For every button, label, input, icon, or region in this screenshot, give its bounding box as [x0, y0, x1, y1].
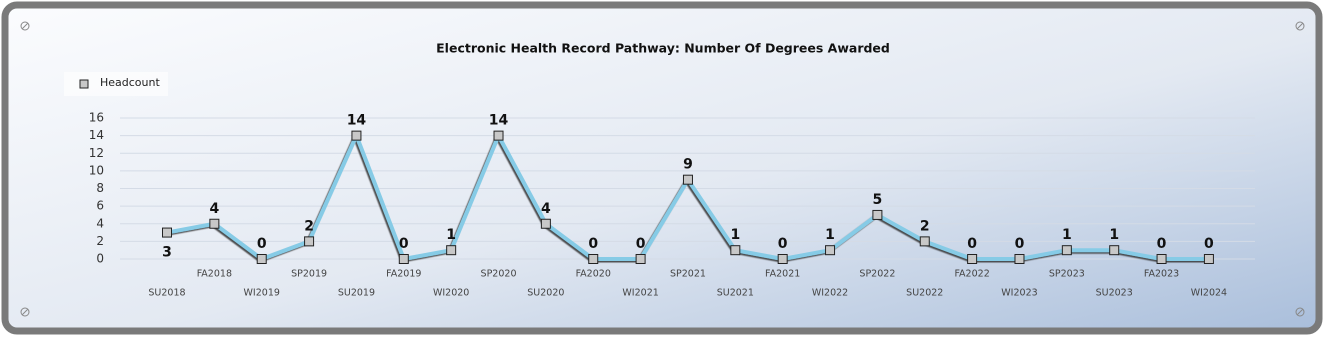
data-point [825, 245, 836, 256]
x-tick-label: WI2021 [622, 288, 658, 299]
x-tick-label: FA2018 [197, 269, 232, 280]
chart-title: Electronic Health Record Pathway: Number… [436, 41, 890, 56]
data-point [588, 254, 599, 264]
data-label: 9 [683, 157, 693, 173]
x-tick-label: SP2020 [481, 269, 517, 280]
data-point [1014, 254, 1025, 264]
x-tick-label: FA2021 [765, 269, 800, 280]
data-label: 2 [920, 218, 930, 234]
x-tick-label: SU2021 [717, 288, 754, 299]
data-point [1061, 245, 1072, 256]
data-label: 14 [347, 113, 367, 129]
legend-label: Headcount [100, 76, 160, 89]
y-tick-label: 16 [89, 111, 104, 125]
data-label: 1 [730, 227, 740, 243]
data-label: 1 [1109, 227, 1119, 243]
data-label: 0 [967, 236, 977, 252]
data-point [682, 174, 693, 185]
x-tick-label: SU2018 [148, 288, 185, 299]
data-point [777, 254, 788, 264]
y-tick-label: 0 [96, 252, 104, 266]
x-tick-label: SU2019 [338, 288, 375, 299]
data-label: 1 [1062, 227, 1072, 243]
data-label: 0 [1015, 236, 1025, 252]
data-point [1156, 254, 1167, 264]
data-label: 0 [636, 236, 646, 252]
data-label: 14 [489, 113, 509, 129]
x-tick-label: WI2024 [1191, 288, 1227, 299]
x-tick-label: WI2023 [1001, 288, 1037, 299]
data-label: 0 [257, 236, 267, 252]
data-point [872, 209, 883, 220]
x-tick-label: SP2023 [1049, 269, 1085, 280]
x-tick-label: FA2023 [1144, 269, 1179, 280]
y-tick-label: 2 [96, 234, 104, 248]
data-point [919, 236, 930, 247]
data-label: 5 [873, 192, 883, 208]
x-tick-label: WI2019 [244, 288, 280, 299]
data-point [635, 254, 646, 264]
x-tick-label: SP2022 [859, 269, 895, 280]
x-tick-label: SP2021 [670, 269, 706, 280]
data-point [446, 245, 457, 256]
data-point [162, 227, 172, 238]
legend-marker [79, 79, 89, 89]
data-point [304, 236, 315, 247]
data-label: 1 [446, 227, 456, 243]
data-label: 0 [778, 236, 788, 252]
data-label: 1 [825, 227, 835, 243]
y-tick-label: 8 [96, 181, 104, 195]
data-point [540, 218, 551, 229]
x-tick-label: FA2022 [954, 269, 989, 280]
y-tick-label: 6 [96, 199, 104, 213]
data-label: 2 [304, 218, 314, 234]
x-tick-label: SU2020 [527, 288, 564, 299]
y-tick-label: 10 [89, 163, 104, 177]
data-label: 0 [588, 236, 598, 252]
data-point [351, 130, 362, 141]
x-tick-label: SU2022 [906, 288, 943, 299]
y-tick-label: 12 [89, 146, 104, 160]
data-point [1203, 254, 1214, 264]
data-point [209, 218, 220, 229]
data-label: 3 [162, 245, 172, 261]
x-tick-label: FA2020 [576, 269, 611, 280]
data-point [493, 130, 504, 141]
y-tick-label: 4 [96, 216, 104, 230]
x-tick-label: WI2020 [433, 288, 469, 299]
x-tick-label: SU2023 [1096, 288, 1133, 299]
data-point [256, 254, 267, 264]
data-point [967, 254, 978, 264]
data-label: 4 [541, 201, 551, 217]
data-point [398, 254, 409, 264]
frame-screws [20, 21, 1305, 317]
data-label: 4 [209, 201, 219, 217]
data-point [730, 245, 741, 256]
y-tick-label: 14 [89, 128, 104, 142]
x-tick-label: SP2019 [291, 269, 327, 280]
data-point [1109, 245, 1120, 256]
data-label: 0 [1157, 236, 1167, 252]
data-label: 0 [1204, 236, 1214, 252]
x-tick-label: WI2022 [812, 288, 848, 299]
x-tick-label: FA2019 [386, 269, 421, 280]
data-label: 0 [399, 236, 409, 252]
